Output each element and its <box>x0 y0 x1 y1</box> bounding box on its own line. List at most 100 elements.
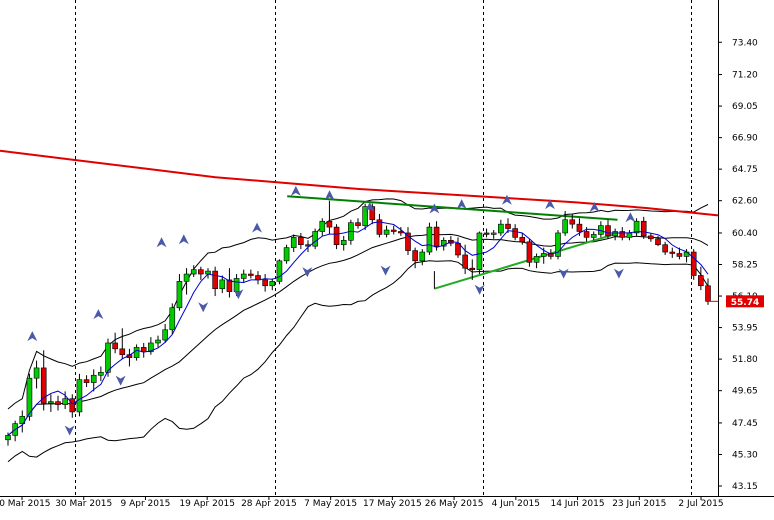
candle-body <box>362 206 368 226</box>
candle-body <box>662 244 668 253</box>
candle <box>55 395 61 411</box>
candle-body <box>383 229 390 235</box>
candle-body <box>548 253 554 257</box>
candle-body <box>133 347 140 358</box>
candle-body <box>162 329 168 341</box>
candle <box>648 232 654 242</box>
candle <box>240 269 247 283</box>
candle-body <box>462 254 468 269</box>
y-tick-label: 64.75 <box>732 165 758 175</box>
x-tick-label: 17 May 2015 <box>363 499 422 509</box>
candle-body <box>583 231 590 238</box>
candle-body <box>83 379 90 383</box>
candle-body <box>69 398 76 413</box>
candle <box>498 219 504 236</box>
candle-body <box>440 239 447 247</box>
candle-body <box>312 231 318 247</box>
y-tick-label: 43.15 <box>732 482 758 492</box>
candle <box>119 328 126 360</box>
fractal-up-marker <box>625 212 636 223</box>
candle <box>362 203 368 231</box>
fractal-up-marker <box>324 190 335 201</box>
fractal-up-marker <box>178 234 189 245</box>
candle <box>455 237 461 258</box>
candle <box>198 266 204 280</box>
candle <box>40 350 47 411</box>
candle-body <box>469 267 476 270</box>
candle-body <box>519 237 526 243</box>
candle-body <box>76 379 83 413</box>
fractal-up-marker <box>93 309 104 320</box>
y-tick-label: 69.05 <box>732 102 758 112</box>
candle <box>340 235 347 251</box>
x-tick-label: 20 Mar 2015 <box>0 499 51 509</box>
candle <box>148 337 154 355</box>
y-tick-label: 71.20 <box>732 71 758 81</box>
fractal-down-marker <box>558 268 569 279</box>
x-tick-label: 7 May 2015 <box>304 499 357 509</box>
resistance-trend-line <box>287 195 618 221</box>
candle <box>533 253 540 269</box>
candle <box>290 234 297 253</box>
x-tick-label: 30 Mar 2015 <box>55 499 112 509</box>
candle-body <box>555 232 561 257</box>
candle <box>526 238 533 267</box>
x-tick-label: 2 Jul 2015 <box>678 499 723 509</box>
y-tick-label: 49.65 <box>732 387 758 397</box>
fractal-up-marker <box>364 202 375 213</box>
candle-body <box>283 247 290 262</box>
candle <box>112 332 118 354</box>
bollinger-lower-band <box>7 260 709 463</box>
fractal-up-marker <box>456 199 467 210</box>
candle <box>390 225 397 235</box>
candle-body <box>176 281 183 309</box>
candle <box>190 265 197 277</box>
fractal-down-marker <box>613 268 624 279</box>
fractal-down-marker <box>233 289 244 300</box>
candle <box>519 232 526 245</box>
candle <box>83 375 90 387</box>
candle <box>319 218 326 236</box>
moving-average-short <box>7 221 709 436</box>
y-tick-label: 53.95 <box>732 324 758 334</box>
candle-body <box>340 239 347 245</box>
candle-body <box>240 273 247 279</box>
candle-body <box>33 367 40 379</box>
candle-body <box>326 220 333 228</box>
candle <box>490 230 497 239</box>
candle-body <box>62 398 68 405</box>
candle <box>569 213 576 229</box>
fractal-down-marker <box>198 302 209 313</box>
candle-body <box>590 234 597 238</box>
candle <box>33 360 40 389</box>
candle <box>476 231 483 275</box>
candle-body <box>390 229 397 232</box>
fractal-down-marker <box>115 375 126 386</box>
candle <box>226 268 233 298</box>
candle <box>355 218 361 229</box>
candle-body <box>576 223 583 232</box>
candle-body <box>640 220 647 237</box>
candle <box>619 227 626 241</box>
candle <box>176 274 183 311</box>
candle <box>262 274 268 292</box>
candle <box>169 303 176 335</box>
candle-body <box>90 374 97 383</box>
candle-body <box>233 278 240 292</box>
candle-body <box>319 220 326 232</box>
fractal-down-marker <box>474 284 485 295</box>
x-tick-label: 19 Apr 2015 <box>179 499 235 509</box>
candle-body <box>512 228 518 238</box>
candle-body <box>183 273 190 282</box>
candle <box>76 373 83 417</box>
candle-body <box>633 220 640 234</box>
candle <box>298 232 304 250</box>
candle <box>283 244 290 264</box>
candle-body <box>55 401 61 405</box>
candle-body <box>605 225 611 237</box>
candle <box>376 213 383 238</box>
candle-body <box>119 348 126 356</box>
support-trend-line <box>434 233 615 290</box>
